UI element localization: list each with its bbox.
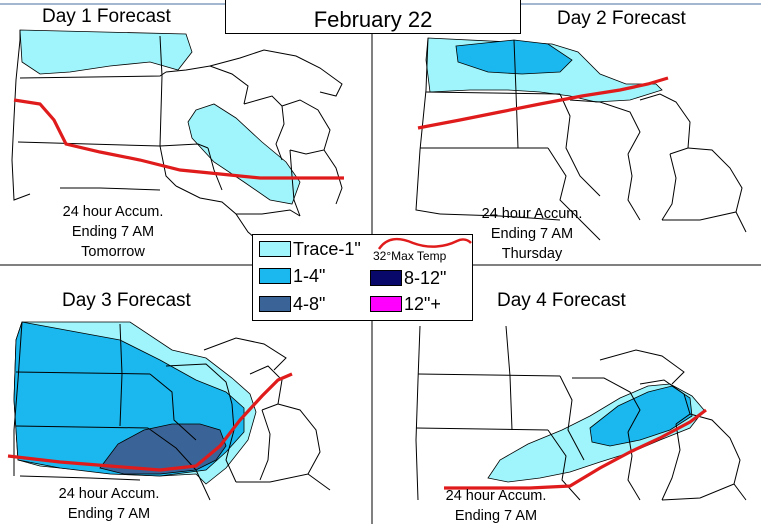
day1-border-mo [175,185,263,245]
day2-caption-line3: Thursday [501,246,563,262]
day1-trace-area-north [19,29,193,75]
day1-caption-line1: 24 hour Accum. [62,204,164,220]
day4-border-in [661,423,681,501]
day3-border-nd-sd [15,371,151,375]
legend-label-12-plus: 12"+ [404,294,441,314]
day3-border-il [225,403,237,483]
day4-border-nd-sd [417,373,561,377]
day4-west-border [415,325,421,501]
day3-caption: 24 hour Accum. Ending 7 AM [24,484,194,524]
legend-swatch-12-plus [370,296,402,312]
date-header-box: February 22 [225,0,521,34]
day4-border-oh [689,413,741,485]
day4-map [415,325,747,501]
day1-32f-line [13,98,344,180]
day2-map [415,37,747,241]
day2-border-dakotas-mn [513,39,519,149]
day2-border-wi [569,99,641,155]
day3-border-wi [165,363,233,405]
day3-four-to-eight-area [99,423,227,475]
day2-caption-line2: Ending 7 AM [490,226,574,242]
day1-caption-line2: Ending 7 AM [71,224,155,240]
legend-swatch-4-8 [259,296,291,312]
day2-border-nd-sd [425,91,561,95]
day1-border-ky [236,209,301,217]
day1-border-sd-ne [17,141,161,147]
day2-border-ks [439,213,561,221]
legend-label-4-8: 4-8" [293,294,326,314]
day1-caption-line3: Tomorrow [81,244,145,260]
day2-32f-line [417,76,669,130]
day4-caption: 24 hour Accum. Ending 7 AM [411,486,581,526]
day2-border-ky [662,211,747,233]
legend-32f-line-sample [377,237,472,250]
day4-title: Day 4 Forecast [497,290,626,311]
day1-west-border [11,30,31,201]
legend-swatch-trace [259,241,291,257]
day3-upper-mi [203,337,287,371]
day4-border-wi [572,377,641,433]
day3-border-in [259,409,271,481]
day2-border-oh [687,147,743,213]
day4-border-sd-ne [415,427,549,431]
day3-west-border [13,321,23,476]
day2-west-border [415,37,441,215]
day3-border-dakotas-mn [119,323,123,427]
day4-lower-mi [639,379,691,425]
day2-border-il [627,153,641,221]
day4-32f-line [444,408,707,490]
day2-one-to-four-area [455,39,573,75]
day3-title: Day 3 Forecast [62,290,191,311]
day4-border-dakotas-mn [505,325,513,431]
day1-lower-mi [281,99,331,155]
day2-title: Day 2 Forecast [557,8,686,29]
day2-caption-line1: 24 hour Accum. [481,206,583,222]
day3-border-ks [19,475,141,481]
day2-lower-mi [639,93,691,155]
day3-caption-line2: Ending 7 AM [67,506,151,522]
legend-swatch-8-12 [370,270,402,286]
day1-border-il [207,147,223,191]
day2-border-mo [547,147,601,241]
day2-border-in [661,153,677,221]
legend-label-32f-max-temp: 32°Max Temp [373,249,447,263]
day1-upper-mi [209,49,343,97]
day3-border-mo [147,427,211,501]
day4-border-mn-ia [559,375,585,461]
day1-border-ia-north [159,143,209,149]
day1-border-mn-wi [165,65,249,105]
day1-caption: 24 hour Accum. Ending 7 AM Tomorrow [28,202,198,262]
day4-caption-line1: 24 hour Accum. [445,488,547,504]
day3-32f-line [7,372,293,472]
day1-border-in-oh [289,149,301,217]
day3-border-mn-ia [149,373,197,441]
day3-map [7,321,331,501]
day4-border-ky [661,483,747,501]
day4-caption-line2: Ending 7 AM [454,508,538,524]
day3-caption-line1: 24 hour Accum. [58,486,160,502]
day2-caption: 24 hour Accum. Ending 7 AM Thursday [447,204,617,264]
legend: Trace-1" 1-4" 4-8" 8-12" 12"+ 32°Max Tem… [252,234,473,321]
day4-border-il [627,431,641,501]
day4-border-mo [547,429,581,501]
day3-border-ky [236,473,331,491]
legend-label-1-4: 1-4" [293,266,326,286]
legend-label-8-12: 8-12" [404,268,447,288]
legend-label-trace: Trace-1" [293,239,361,259]
day3-border-oh [277,403,321,475]
legend-swatch-1-4 [259,268,291,284]
day4-one-to-four-area [589,385,693,447]
day1-border-nd-sd [19,71,167,79]
day1-border-ks [60,187,161,191]
day2-border-mn-ia [559,93,601,197]
day1-map [11,29,344,245]
day3-border-sd-ne [15,425,149,429]
forecast-date: February 22 [313,7,433,32]
day1-title: Day 1 Forecast [42,6,171,27]
day4-upper-mi [599,349,685,385]
